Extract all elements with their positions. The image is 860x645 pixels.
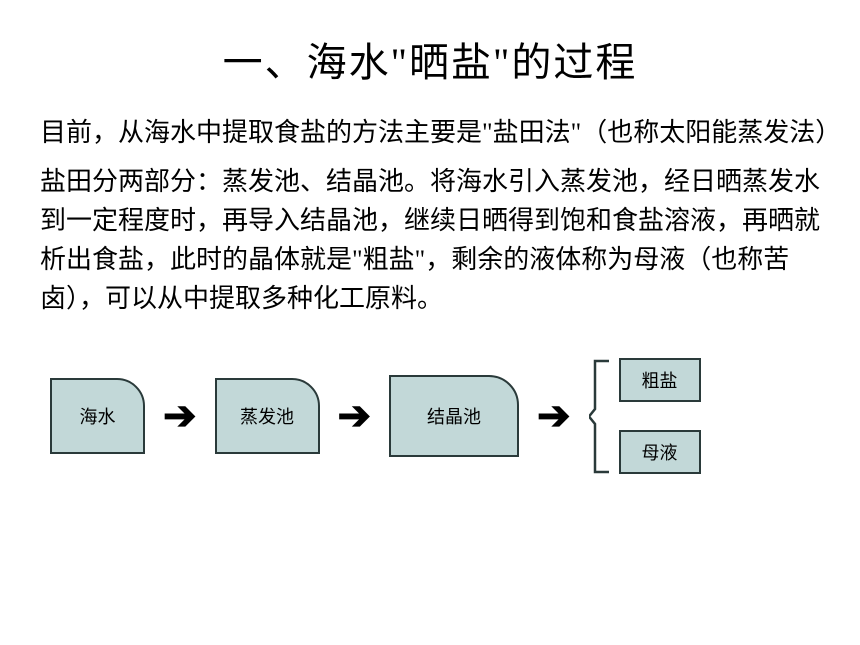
intro-text: 目前，从海水中提取食盐的方法主要是"盐田法"（也称太阳能蒸发法）	[40, 113, 830, 152]
page-title: 一、海水"晒盐"的过程	[30, 30, 830, 88]
node-crystallization-pond: 结晶池	[389, 375, 519, 457]
arrow-icon: ➔	[338, 396, 372, 436]
node-mother-liquor: 母液	[619, 430, 701, 474]
arrow-icon: ➔	[163, 396, 197, 436]
flowchart: 海水 ➔ 蒸发池 ➔ 结晶池 ➔ 粗盐 母液	[50, 358, 830, 474]
node-evaporation-pond: 蒸发池	[215, 378, 320, 454]
outputs-group: 粗盐 母液	[619, 358, 701, 474]
body-text: 盐田分两部分：蒸发池、结晶池。将海水引入蒸发池，经日晒蒸发水到一定程度时，再导入…	[40, 162, 830, 318]
bracket-icon	[589, 359, 611, 474]
arrow-icon: ➔	[537, 396, 571, 436]
branch-bracket: 粗盐 母液	[589, 358, 701, 474]
node-crude-salt: 粗盐	[619, 358, 701, 402]
node-seawater: 海水	[50, 378, 145, 454]
